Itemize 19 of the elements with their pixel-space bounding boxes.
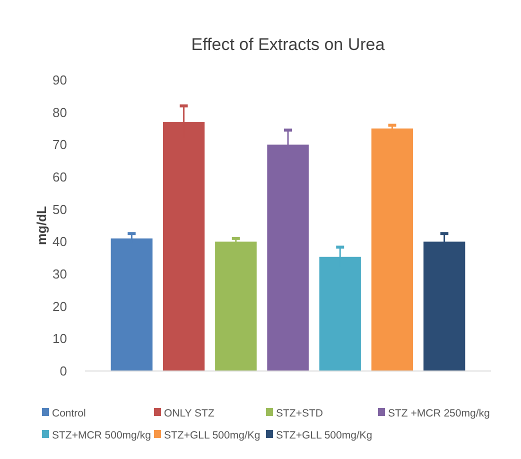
chart-title: Effect of Extracts on Urea: [191, 35, 386, 54]
y-tick-label: 20: [52, 298, 67, 314]
legend-label: STZ +MCR 250mg/kg: [388, 408, 490, 420]
legend-label: STZ+GLL 500mg/Kg: [164, 430, 260, 442]
y-tick-label: 40: [52, 234, 67, 250]
y-tick-label: 50: [52, 202, 67, 217]
y-tick-label: 90: [52, 72, 67, 88]
legend-label: Control: [52, 408, 86, 420]
y-tick-label: 70: [52, 137, 67, 152]
legend-label: STZ+GLL 500mg/Kg: [276, 430, 372, 442]
y-tick-label: 80: [52, 104, 67, 120]
y-tick-label: 0: [60, 364, 67, 379]
y-tick-label: 30: [52, 266, 67, 282]
legend-label: STZ+STD: [276, 408, 324, 420]
legend-label: ONLY STZ: [164, 408, 215, 420]
y-axis-title: mg/dL: [34, 206, 49, 245]
y-tick-label: 60: [52, 170, 67, 185]
legend-label: STZ+MCR 500mg/kg: [52, 430, 152, 442]
y-tick-label: 10: [52, 331, 67, 346]
